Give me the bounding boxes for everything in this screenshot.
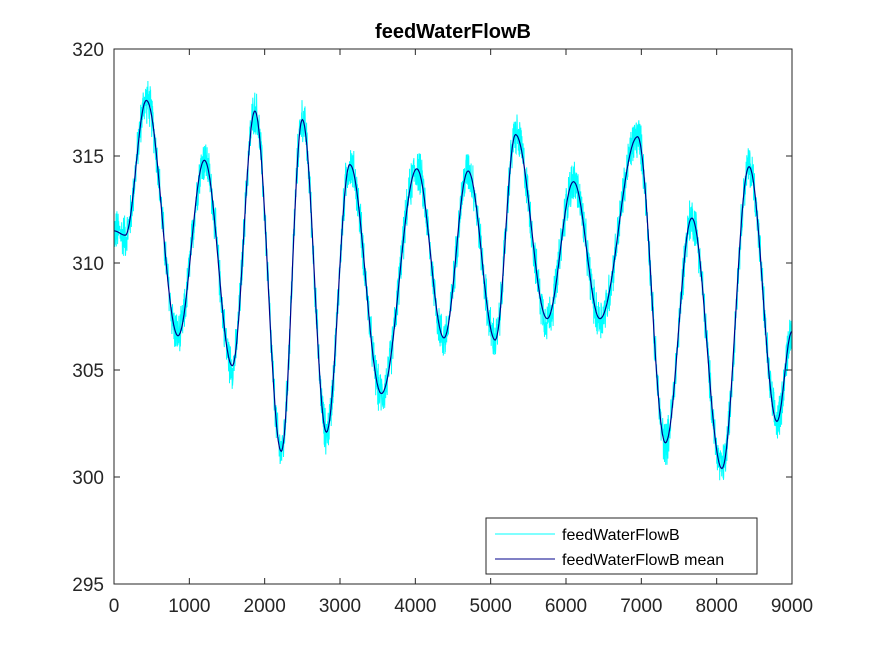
- y-tick-label: 315: [72, 147, 104, 168]
- x-tick-label: 2000: [244, 596, 286, 617]
- x-tick-label: 0: [109, 596, 120, 617]
- x-tick-label: 7000: [620, 596, 662, 617]
- y-tick-label: 320: [72, 40, 104, 61]
- series-line-1: [114, 99, 792, 470]
- chart-title: feedWaterFlowB: [375, 21, 531, 43]
- y-tick-label: 300: [72, 468, 104, 489]
- x-tick-label: 3000: [319, 596, 361, 617]
- y-tick-label: 305: [72, 361, 104, 382]
- x-tick-label: 9000: [771, 596, 813, 617]
- x-tick-label: 5000: [470, 596, 512, 617]
- legend-label: feedWaterFlowB: [562, 527, 680, 544]
- series-layer: [114, 80, 792, 481]
- x-tick-label: 4000: [394, 596, 436, 617]
- plot-frame: [113, 48, 793, 585]
- legend-label: feedWaterFlowB mean: [562, 552, 724, 569]
- legend: feedWaterFlowB feedWaterFlowB mean: [485, 517, 758, 575]
- x-tick-label: 1000: [168, 596, 210, 617]
- y-tick-label: 295: [72, 575, 104, 596]
- x-tick-label: 6000: [545, 596, 587, 617]
- x-tick-label: 8000: [696, 596, 738, 617]
- plot-area: [114, 49, 792, 584]
- y-tick-label: 310: [72, 254, 104, 275]
- legend-box: [485, 517, 758, 575]
- ticks-layer: 0 1000 2000 3000 4000 5000 6000 7000 8000 9000 295…: [72, 40, 813, 617]
